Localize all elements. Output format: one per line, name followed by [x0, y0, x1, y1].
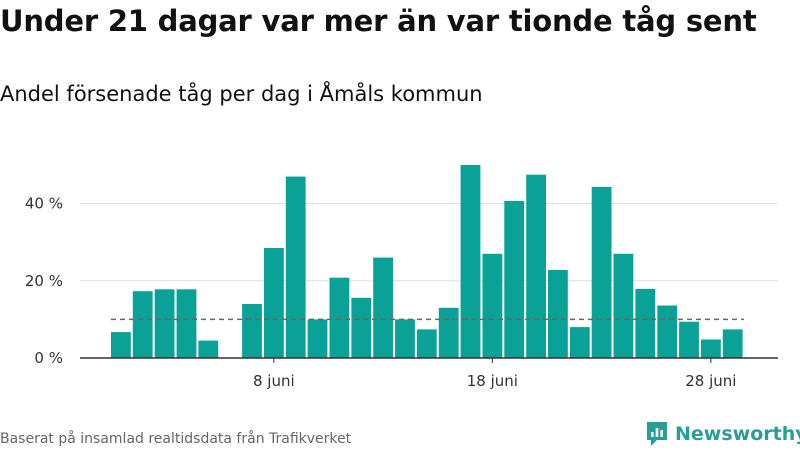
bar-layer [111, 165, 743, 358]
bar [132, 291, 153, 358]
bar [701, 339, 721, 358]
brand-logo: Newsworthy [645, 420, 800, 448]
bar [635, 288, 656, 358]
chart-subtitle: Andel försenade tåg per dag i Åmåls komm… [0, 82, 483, 106]
bar [307, 319, 328, 358]
bar [657, 305, 678, 358]
bar [285, 176, 306, 358]
bar [373, 257, 393, 358]
bar [111, 332, 131, 358]
y-tick-label: 40 % [25, 195, 63, 213]
bar [329, 277, 350, 358]
bar [264, 248, 284, 358]
bar [438, 307, 459, 358]
bar [722, 329, 743, 358]
bar [482, 253, 503, 358]
chart-title: Under 21 dagar var mer än var tionde tåg… [0, 4, 757, 38]
y-tick-label: 20 % [25, 272, 63, 290]
x-tick-label: 28 juni [685, 372, 736, 390]
bar [526, 174, 546, 358]
bar [351, 297, 372, 358]
bar [395, 319, 415, 358]
bar [613, 253, 634, 358]
newsworthy-logo-icon [647, 422, 667, 446]
bar [460, 165, 481, 358]
bar [416, 329, 437, 358]
grid-layer [80, 203, 778, 282]
source-note: Baserat på insamlad realtidsdata från Tr… [0, 431, 352, 447]
bar [679, 321, 699, 358]
bar [548, 270, 568, 358]
bar-chart: 0 % 20 % 40 % 8 juni 18 juni 28 juni [25, 165, 778, 390]
bar [242, 304, 262, 358]
bar [569, 327, 590, 358]
bar [154, 289, 175, 358]
x-tick-label: 18 juni [467, 372, 518, 390]
bar [198, 340, 219, 358]
axis-layer: 0 % 20 % 40 % 8 juni 18 juni 28 juni [25, 195, 778, 390]
y-tick-label: 0 % [34, 349, 63, 367]
bar [504, 200, 525, 358]
x-tick-label: 8 juni [253, 372, 295, 390]
bar [176, 289, 197, 358]
brand-name: Newsworthy [675, 423, 800, 445]
bar [591, 187, 612, 358]
